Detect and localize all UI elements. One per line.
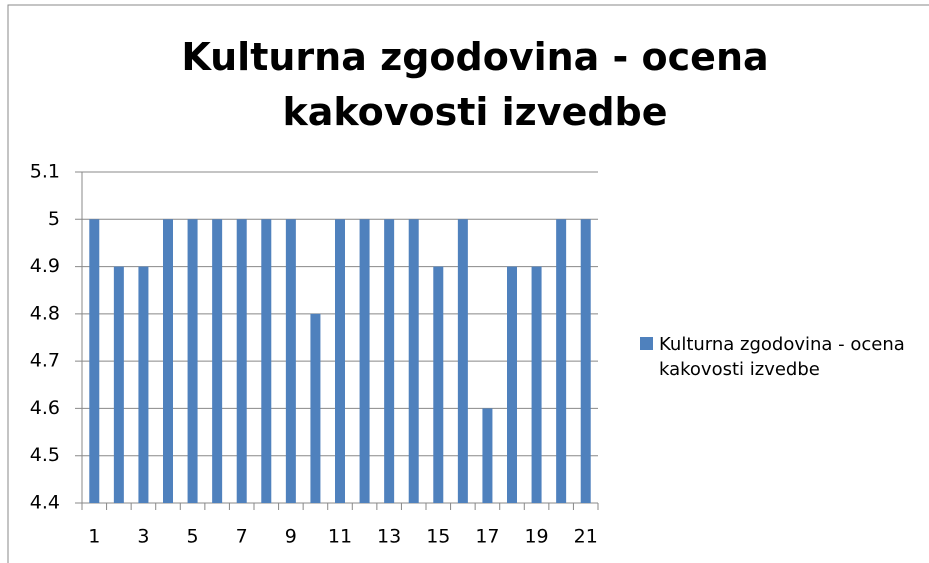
- bar: [359, 219, 370, 504]
- y-tick-label: 4.9: [30, 255, 60, 277]
- bar: [285, 219, 296, 504]
- x-tick-label: 21: [574, 526, 598, 548]
- legend-label: Kulturna zgodovina - ocena kakovosti izv…: [659, 334, 905, 380]
- bar: [384, 219, 395, 504]
- bar: [310, 313, 321, 503]
- bar: [433, 266, 444, 503]
- bar: [556, 219, 567, 504]
- y-tick-label: 4.8: [30, 302, 60, 324]
- x-tick-label: 11: [328, 526, 352, 548]
- y-tick-label: 4.5: [30, 444, 60, 466]
- x-tick-label: 15: [426, 526, 450, 548]
- y-tick-label: 4.6: [30, 397, 60, 419]
- bar: [163, 219, 173, 504]
- x-tick-label: 19: [524, 526, 548, 548]
- y-tick-label: 5.1: [30, 161, 60, 183]
- y-tick-label: 4.7: [30, 350, 60, 372]
- bar: [113, 266, 124, 503]
- bar: [187, 219, 198, 504]
- chart-title: Kulturna zgodovina - ocena kakovosti izv…: [181, 35, 769, 134]
- x-tick-label: 1: [88, 526, 100, 548]
- y-tick-label: 5: [48, 208, 60, 230]
- bar: [580, 219, 591, 504]
- bar: [236, 219, 247, 504]
- bar: [138, 266, 149, 503]
- x-tick-label: 13: [377, 526, 401, 548]
- bar: [507, 266, 517, 503]
- bar: [531, 266, 542, 503]
- x-tick-label: 3: [137, 526, 149, 548]
- legend-swatch: [640, 337, 653, 350]
- bar: [335, 219, 345, 504]
- bar: [212, 219, 223, 504]
- x-tick-label: 17: [475, 526, 499, 548]
- bar: [261, 219, 272, 504]
- x-tick-label: 9: [285, 526, 297, 548]
- x-tick-label: 5: [187, 526, 199, 548]
- y-tick-label: 4.4: [30, 492, 60, 514]
- x-tick-label: 7: [236, 526, 248, 548]
- bar: [457, 219, 468, 504]
- bar: [482, 408, 493, 503]
- bar: [408, 219, 419, 504]
- chart-border: [7, 4, 929, 563]
- bar: [89, 219, 100, 504]
- legend: Kulturna zgodovina - ocena kakovosti izv…: [640, 332, 910, 382]
